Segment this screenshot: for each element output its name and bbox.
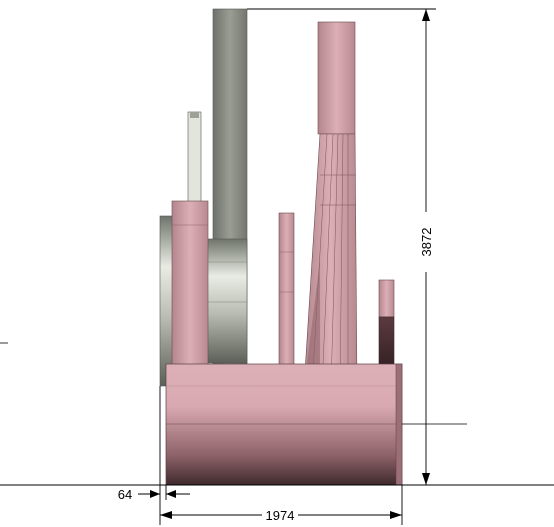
duct-shadow	[304, 260, 320, 388]
offset-dimension	[138, 485, 190, 500]
right-post	[378, 279, 395, 318]
cylinder-end-cap	[395, 363, 403, 486]
main-cylinder	[165, 363, 403, 486]
steel-drum	[206, 238, 248, 364]
light-shaft-cap	[190, 112, 199, 118]
pink-stack	[317, 21, 356, 135]
width-dimension-label: 1974	[266, 508, 295, 523]
width-dimension	[159, 386, 403, 525]
height-dimension-label: 3872	[419, 228, 434, 257]
offset-dimension-label: 64	[118, 487, 132, 502]
height-dimension	[247, 8, 436, 486]
